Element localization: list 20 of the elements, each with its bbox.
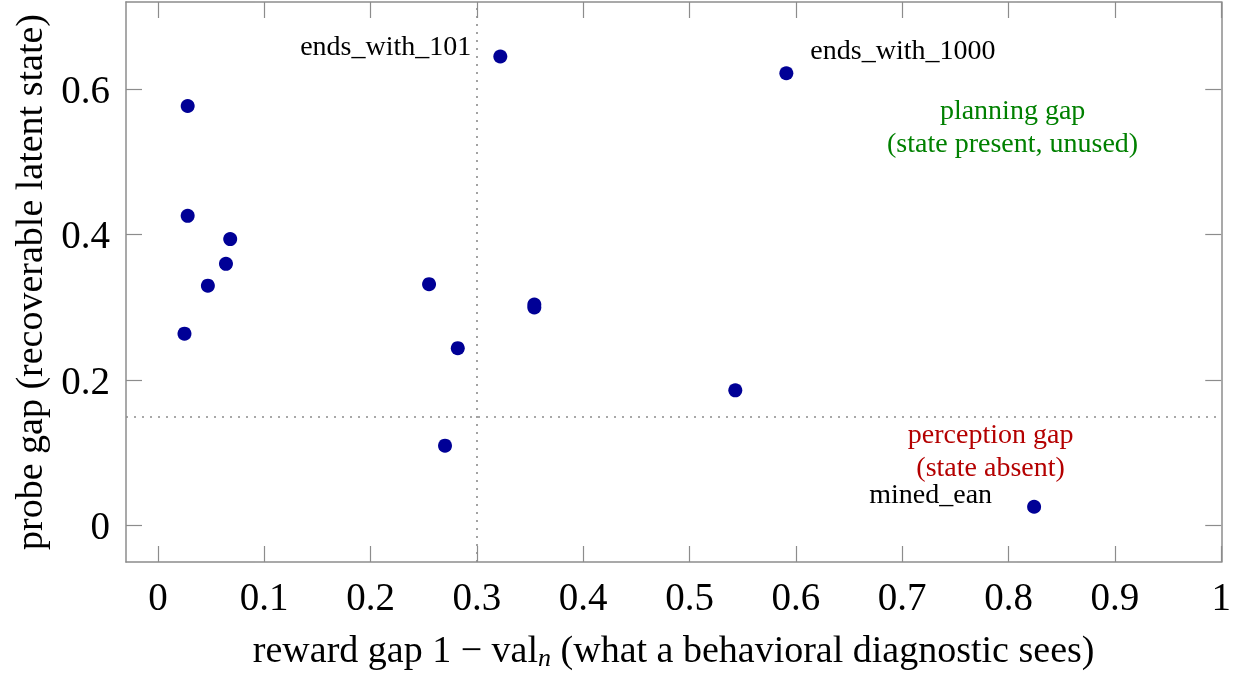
x-tick-label: 0.1 [239,575,289,618]
y-tick-label: 0.4 [61,213,110,257]
x-tick-label: 0.5 [665,575,714,618]
x-tick-label: 0.7 [877,575,927,618]
y-tick-label: 0.2 [61,358,110,402]
annotation: ends_with_101 [300,30,472,62]
annotation: ends_with_1000 [810,33,996,65]
x-tick-label: 0.6 [771,575,821,618]
x-tick-label: 0.4 [558,575,608,618]
annotation: perception gap (state absent) [907,418,1074,483]
annotation: planning gap (state present, unused) [887,93,1139,158]
y-axis-title: probe gap (recoverable latent state) [8,14,52,550]
y-tick-label: 0.6 [61,67,110,111]
x-tick-label: 0.9 [1090,575,1140,618]
x-tick-label: 0.3 [452,575,502,618]
y-tick-label: 0 [90,504,110,548]
x-tick-label: 0.8 [984,575,1033,618]
x-tick-label: 0 [148,575,168,618]
x-tick-label: 0.2 [346,575,395,618]
x-tick-label: 1 [1211,575,1231,618]
